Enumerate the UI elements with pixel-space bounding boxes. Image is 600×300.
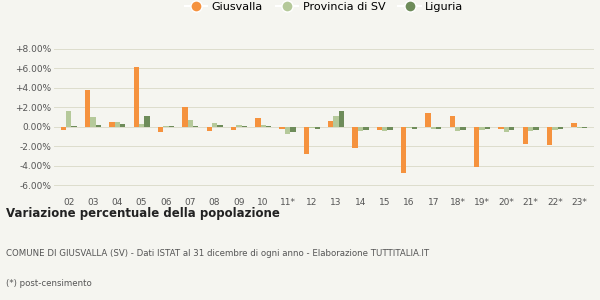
Bar [328,121,334,127]
Bar [280,127,285,129]
Bar [460,127,466,130]
Bar [334,116,339,127]
Bar [474,127,479,167]
Bar [260,125,266,127]
Bar [528,127,533,131]
Bar [109,122,115,127]
Bar [115,122,120,127]
Bar [455,127,460,131]
Bar [217,125,223,127]
Bar [450,116,455,127]
Bar [358,127,363,131]
Bar [134,67,139,127]
Bar [71,126,77,127]
Bar [523,127,528,144]
Bar [66,111,71,127]
Bar [85,90,90,127]
Bar [193,126,198,127]
Bar [158,127,163,132]
Bar [352,127,358,148]
Bar [401,127,406,172]
Text: Variazione percentuale della popolazione: Variazione percentuale della popolazione [6,207,280,220]
Text: COMUNE DI GIUSVALLA (SV) - Dati ISTAT al 31 dicembre di ogni anno - Elaborazione: COMUNE DI GIUSVALLA (SV) - Dati ISTAT al… [6,249,429,258]
Bar [163,126,169,127]
Bar [255,118,260,127]
Bar [571,123,577,127]
Bar [206,127,212,131]
Bar [582,127,587,128]
Bar [285,127,290,134]
Bar [242,126,247,127]
Bar [120,124,125,127]
Bar [61,127,66,130]
Bar [547,127,553,145]
Bar [479,127,485,130]
Bar [236,125,242,127]
Bar [499,127,504,129]
Bar [553,127,558,130]
Bar [577,127,582,128]
Bar [504,127,509,132]
Bar [290,127,296,132]
Bar [509,127,514,130]
Bar [188,120,193,127]
Bar [309,127,314,128]
Bar [139,124,144,127]
Bar [266,126,271,127]
Bar [388,127,393,130]
Bar [144,116,149,127]
Bar [363,127,368,130]
Text: (*) post-censimento: (*) post-censimento [6,279,92,288]
Bar [95,125,101,127]
Bar [339,111,344,127]
Bar [558,127,563,129]
Bar [304,127,309,154]
Bar [533,127,539,130]
Legend: Giusvalla, Provincia di SV, Liguria: Giusvalla, Provincia di SV, Liguria [180,0,468,16]
Bar [431,127,436,129]
Bar [436,127,442,129]
Bar [212,123,217,127]
Bar [485,127,490,129]
Bar [231,127,236,130]
Bar [382,127,388,131]
Bar [314,127,320,129]
Bar [182,107,188,127]
Bar [425,113,431,127]
Bar [406,127,412,128]
Bar [412,127,417,129]
Bar [169,126,174,127]
Bar [90,117,95,127]
Bar [377,127,382,130]
